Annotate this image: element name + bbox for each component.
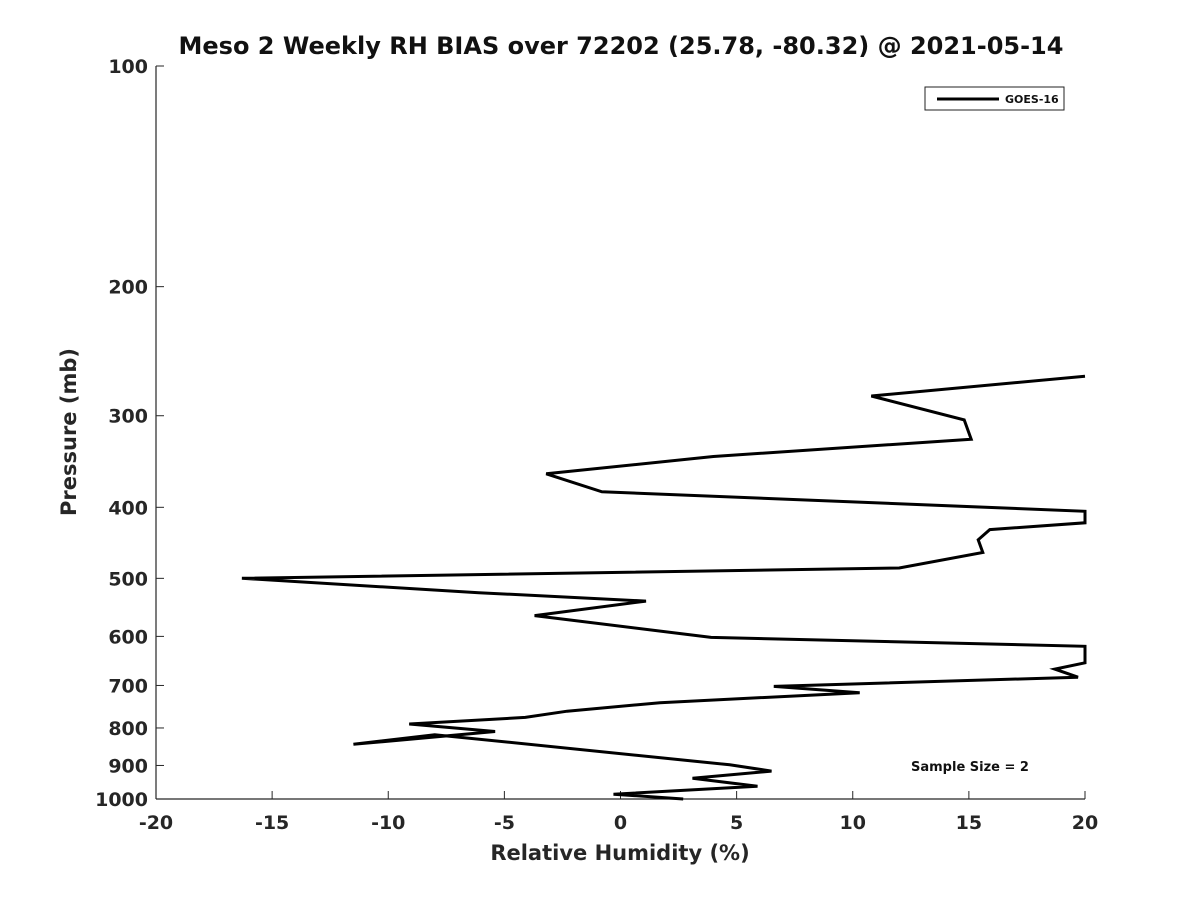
y-tick-label: 500 xyxy=(108,568,148,590)
x-tick-label: 0 xyxy=(614,812,627,834)
y-tick-label: 400 xyxy=(108,497,148,519)
y-tick-label: 700 xyxy=(108,675,148,697)
y-axis-label: Pressure (mb) xyxy=(57,348,81,516)
x-tick-label: 5 xyxy=(730,812,743,834)
plot-frame xyxy=(156,66,1085,799)
legend: GOES-16 xyxy=(924,86,1065,111)
y-tick-label: 200 xyxy=(108,277,148,299)
sample-size-annotation: Sample Size = 2 xyxy=(911,760,1029,775)
series-line-0 xyxy=(241,374,1087,801)
y-tick-label: 1000 xyxy=(95,789,148,811)
x-tick-label: 20 xyxy=(1072,812,1098,834)
y-tick-label: 800 xyxy=(108,718,148,740)
legend-label: GOES-16 xyxy=(1005,93,1059,106)
plot-area xyxy=(155,66,1085,800)
y-tick-label: 600 xyxy=(108,626,148,648)
y-tick-label: 300 xyxy=(108,406,148,428)
x-tick-label: 15 xyxy=(956,812,982,834)
x-tick-label: -15 xyxy=(255,812,289,834)
x-tick-label: -10 xyxy=(371,812,405,834)
x-axis-label: Relative Humidity (%) xyxy=(490,841,749,865)
x-ticks: -20 -15 -10 -5 0 5 10 15 20 xyxy=(139,791,1098,834)
x-tick-label: -20 xyxy=(139,812,173,834)
y-tick-label: 100 xyxy=(108,56,148,78)
y-tick-label: 900 xyxy=(108,755,148,777)
x-tick-label: 10 xyxy=(840,812,866,834)
x-tick-label: -5 xyxy=(494,812,515,834)
y-ticks: 100 200 300 400 500 600 700 800 900 1000 xyxy=(95,56,164,811)
chart-title: Meso 2 Weekly RH BIAS over 72202 (25.78,… xyxy=(179,32,1064,60)
series-layer xyxy=(241,374,1087,801)
